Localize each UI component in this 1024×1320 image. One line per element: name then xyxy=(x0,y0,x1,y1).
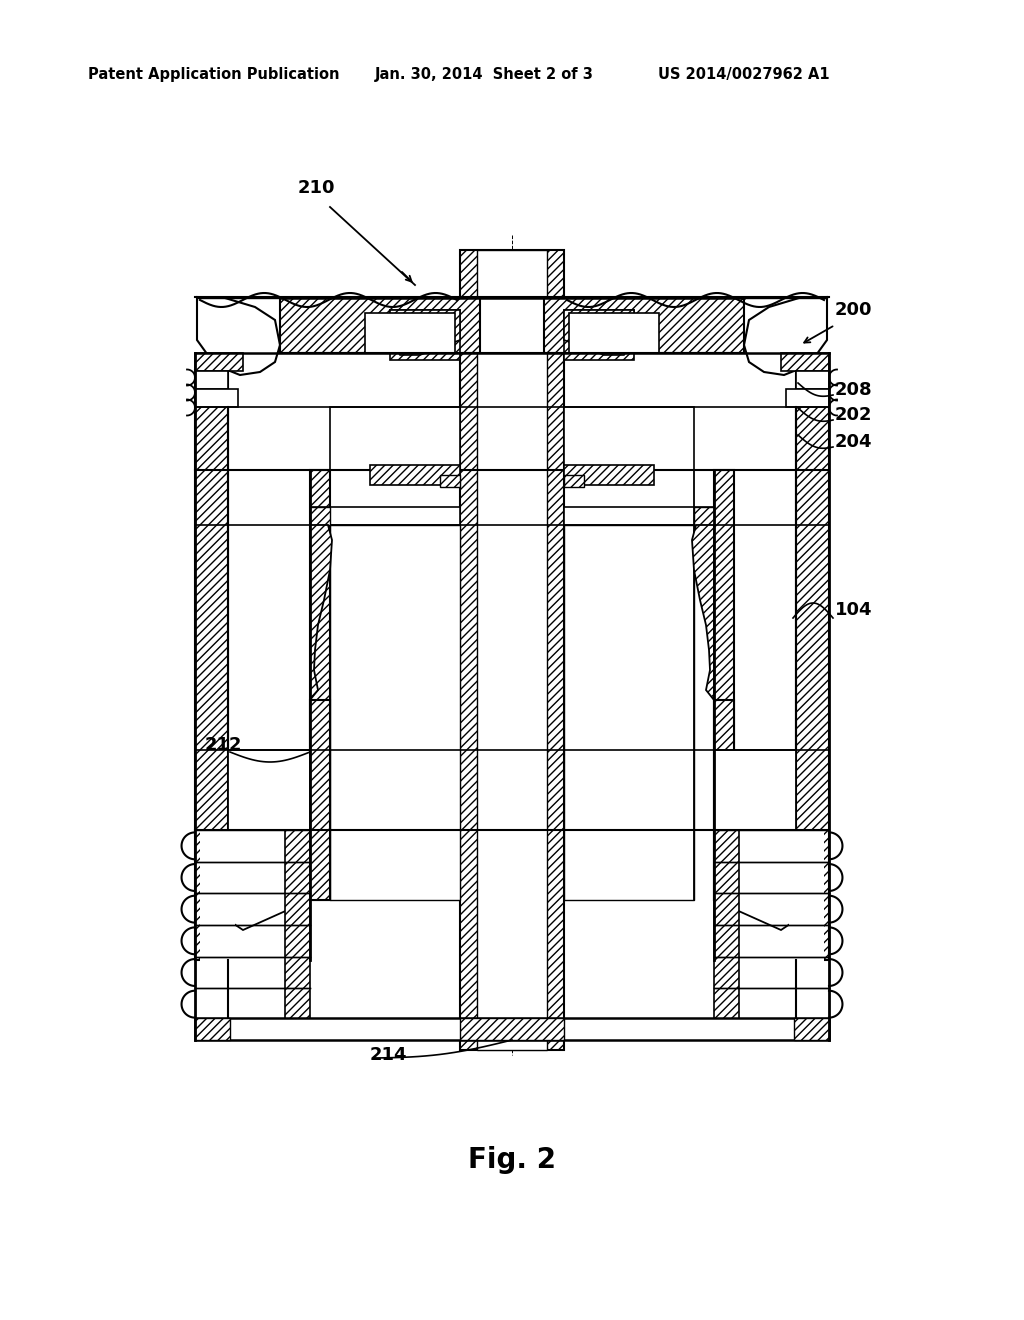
Bar xyxy=(786,389,829,407)
Polygon shape xyxy=(692,525,714,700)
Bar xyxy=(714,700,734,900)
Bar xyxy=(564,475,584,487)
Text: 204: 204 xyxy=(835,433,872,451)
Text: Fig. 2: Fig. 2 xyxy=(468,1146,556,1173)
Bar xyxy=(280,298,480,352)
Bar xyxy=(195,1018,230,1040)
Bar xyxy=(569,313,659,352)
Bar xyxy=(195,389,238,407)
Bar xyxy=(310,470,330,900)
Text: 200: 200 xyxy=(835,301,872,319)
Bar xyxy=(195,371,228,389)
Bar xyxy=(195,370,228,960)
Bar xyxy=(460,249,564,1049)
Bar xyxy=(195,1018,829,1040)
Text: US 2014/0027962 A1: US 2014/0027962 A1 xyxy=(658,67,829,82)
Bar xyxy=(714,470,734,900)
Bar xyxy=(310,507,460,525)
Bar xyxy=(200,830,234,1020)
Text: 212: 212 xyxy=(205,737,243,754)
Bar xyxy=(370,465,460,484)
Polygon shape xyxy=(390,310,460,355)
Bar xyxy=(781,352,829,371)
Bar xyxy=(440,475,460,487)
Text: 208: 208 xyxy=(835,381,872,399)
Bar xyxy=(310,507,330,525)
Bar xyxy=(477,249,547,1049)
Bar xyxy=(796,371,829,389)
Polygon shape xyxy=(197,297,280,375)
Text: 202: 202 xyxy=(835,407,872,424)
Text: Patent Application Publication: Patent Application Publication xyxy=(88,67,340,82)
Bar xyxy=(564,525,694,900)
Bar xyxy=(460,1018,564,1040)
Text: 214: 214 xyxy=(370,1045,408,1064)
Bar xyxy=(564,507,714,525)
Bar xyxy=(285,830,310,1020)
Text: 104: 104 xyxy=(835,601,872,619)
Bar xyxy=(390,310,460,360)
Bar xyxy=(310,700,330,900)
Bar xyxy=(796,370,829,960)
Bar xyxy=(564,310,634,360)
Bar xyxy=(564,465,654,484)
Text: 210: 210 xyxy=(298,180,336,197)
Polygon shape xyxy=(228,750,310,931)
Polygon shape xyxy=(744,297,827,375)
Bar xyxy=(714,830,739,1020)
Bar xyxy=(790,830,824,1020)
Bar xyxy=(544,298,744,352)
Bar xyxy=(330,525,460,900)
Polygon shape xyxy=(564,310,634,355)
Bar xyxy=(330,407,460,470)
Bar xyxy=(564,407,694,470)
Polygon shape xyxy=(714,750,796,931)
Bar xyxy=(794,1018,829,1040)
Bar xyxy=(365,313,455,352)
Bar xyxy=(694,507,714,525)
Polygon shape xyxy=(310,525,332,700)
Text: Jan. 30, 2014  Sheet 2 of 3: Jan. 30, 2014 Sheet 2 of 3 xyxy=(375,67,594,82)
Bar xyxy=(195,352,243,371)
